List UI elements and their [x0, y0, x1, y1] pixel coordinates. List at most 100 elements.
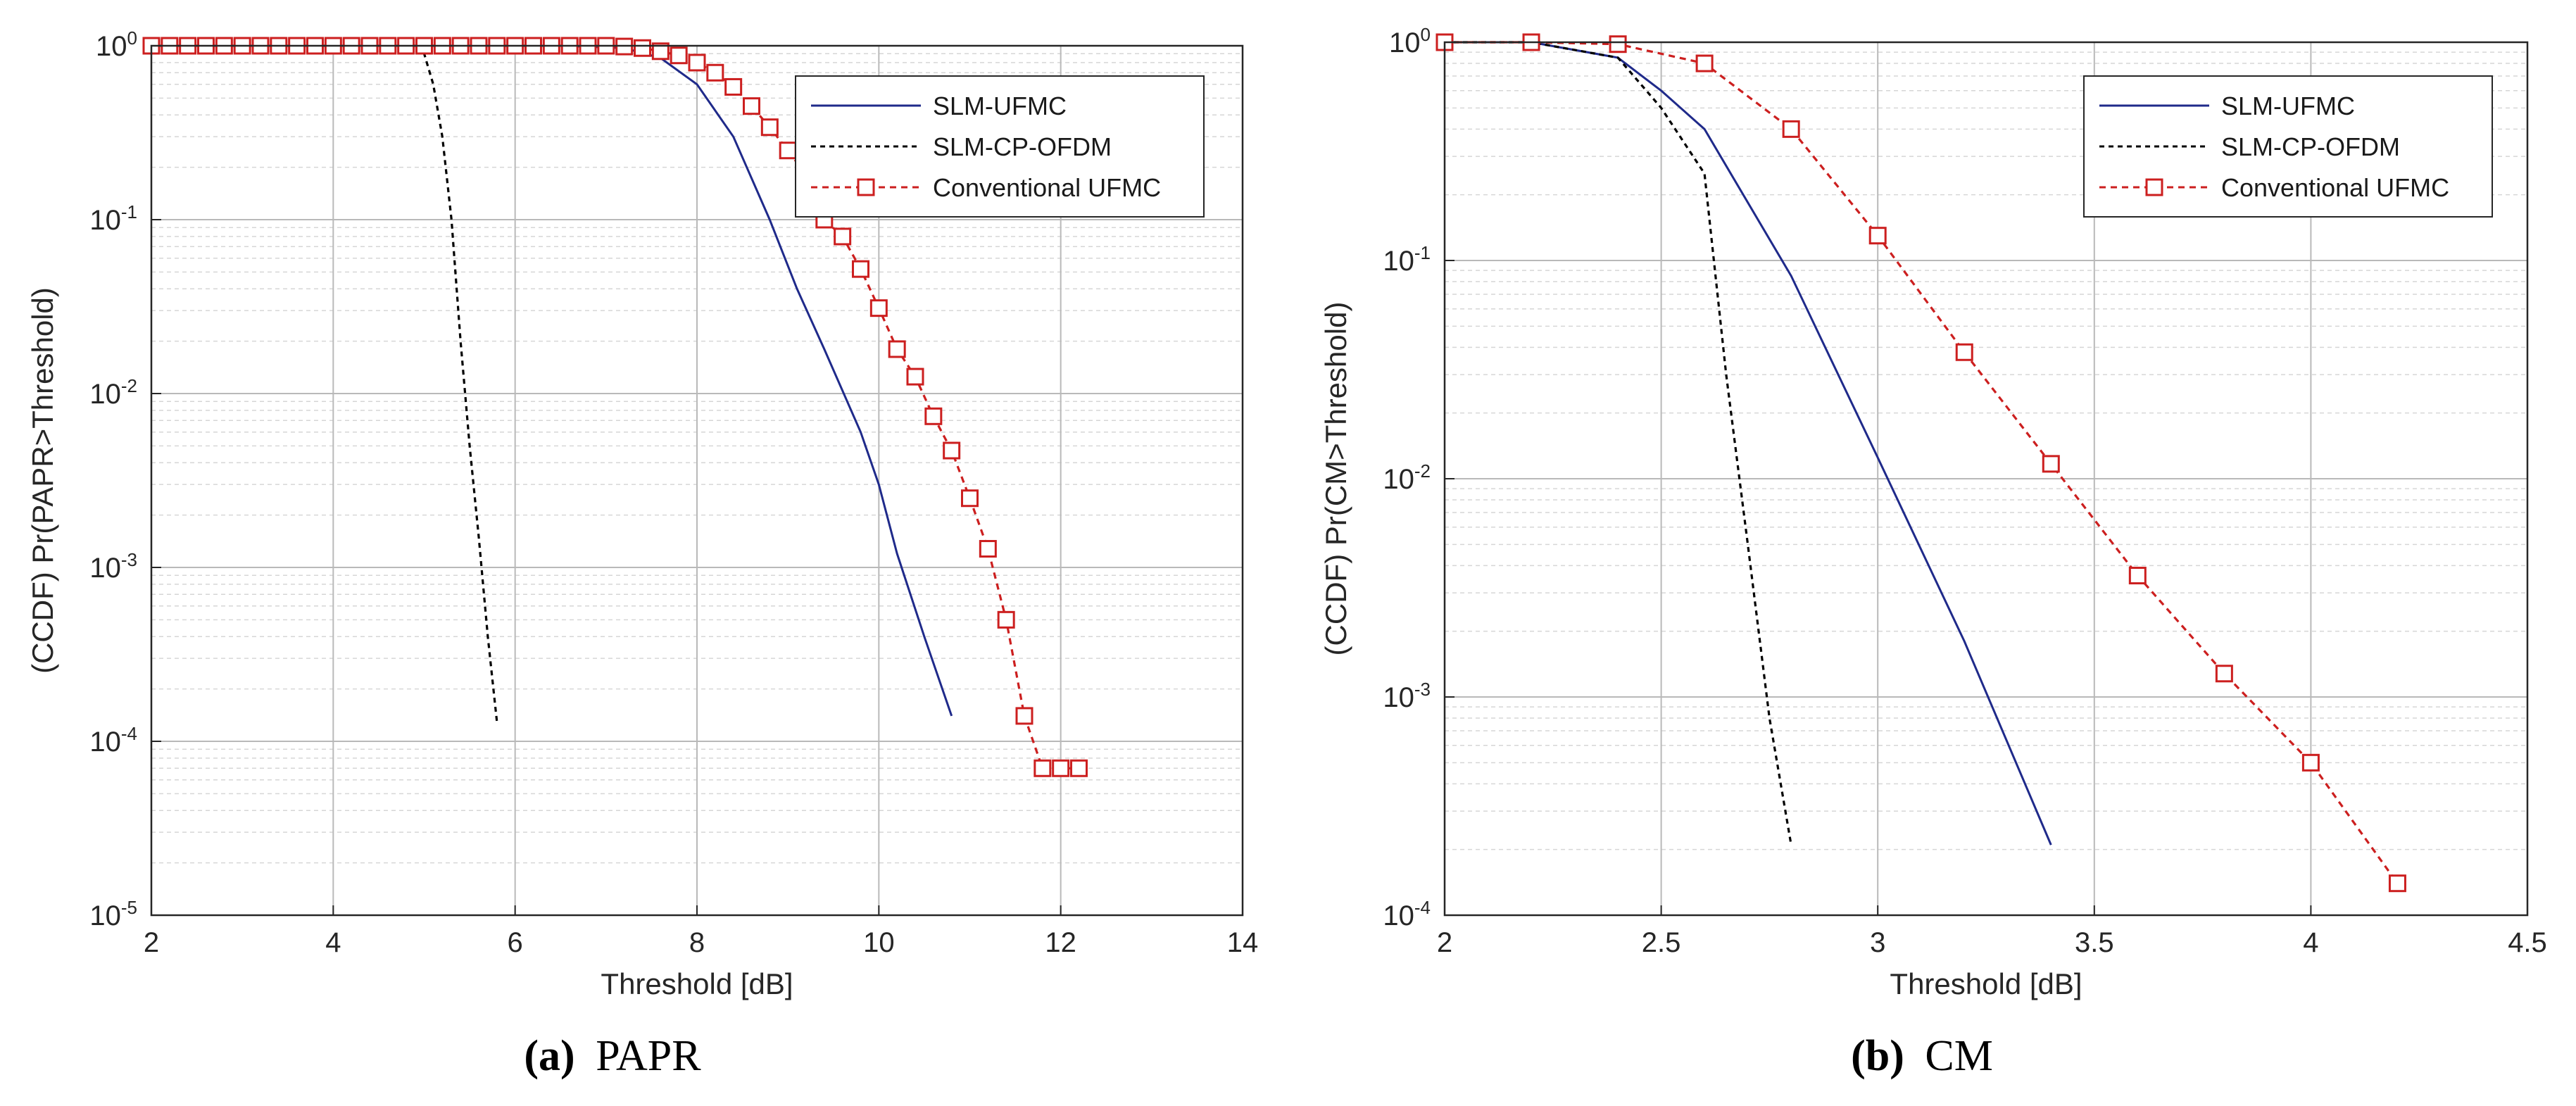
- y-tick-base: 10: [89, 205, 121, 236]
- y-tick-base: 10: [89, 553, 121, 584]
- caption-b-label: CM: [1925, 1032, 1992, 1080]
- x-tick-label: 4.5: [2508, 927, 2547, 958]
- data-point-marker: [834, 227, 852, 246]
- x-tick-label: 2.5: [1642, 927, 1681, 958]
- y-tick-label: 10-1: [89, 201, 137, 236]
- y-tick-exponent: -3: [1414, 679, 1431, 700]
- legend-label: SLM-CP-OFDM: [2221, 132, 2400, 161]
- data-point-marker: [688, 54, 706, 72]
- y-tick-base: 10: [89, 727, 121, 758]
- legend-label: SLM-UFMC: [2221, 92, 2355, 120]
- data-point-marker: [888, 340, 906, 358]
- legend-swatch-marker: [2145, 178, 2163, 196]
- data-point-marker: [1015, 707, 1033, 725]
- data-point-marker: [2042, 455, 2060, 473]
- data-point-marker: [1695, 54, 1714, 73]
- data-point-marker: [1609, 35, 1627, 54]
- data-point-marker: [2301, 753, 2320, 772]
- y-tick-label: 100: [1389, 24, 1431, 58]
- data-point-marker: [724, 77, 743, 96]
- caption-b: (b) CM: [1851, 1032, 1993, 1080]
- caption-a: (a) PAPR: [524, 1032, 701, 1080]
- x-axis-label: Threshold [dB]: [1890, 967, 2082, 1000]
- y-axis-label: (CCDF) Pr(CM>Threshold): [1319, 302, 1352, 656]
- caption-b-letter: (b): [1851, 1032, 1904, 1080]
- y-tick-label: 10-2: [1383, 460, 1431, 495]
- data-point-marker: [1052, 759, 1070, 777]
- caption-a-label: PAPR: [596, 1032, 701, 1080]
- data-point-marker: [2215, 665, 2233, 683]
- legend-label: Conventional UFMC: [933, 173, 1161, 202]
- x-tick-label: 3: [1870, 927, 1885, 958]
- chart-panel-papr: 2 4 6 8 10 12 1410010-110-210-310-410-5Thresho…: [26, 27, 1258, 1000]
- x-tick-label: 4: [325, 927, 341, 958]
- grid-lines: [151, 46, 1243, 916]
- y-tick-base: 10: [1383, 246, 1414, 277]
- data-point-marker: [670, 46, 688, 65]
- data-point-marker: [1782, 120, 1800, 138]
- data-point-marker: [743, 97, 760, 115]
- x-tick-label: 10: [863, 927, 895, 958]
- y-tick-label: 10-3: [89, 549, 137, 584]
- y-tick-base: 10: [1383, 464, 1414, 495]
- y-tick-base: 10: [89, 900, 121, 931]
- y-tick-exponent: -1: [1414, 242, 1431, 263]
- x-axis-label: Threshold [dB]: [601, 967, 793, 1000]
- x-tick-label: 14: [1227, 927, 1259, 958]
- y-tick-label: 100: [96, 27, 137, 62]
- y-tick-exponent: -1: [121, 201, 137, 222]
- caption-a-letter: (a): [524, 1032, 574, 1080]
- data-point-marker: [979, 540, 997, 558]
- y-tick-exponent: 0: [127, 27, 137, 49]
- data-point-marker: [997, 610, 1015, 629]
- x-tick-label: 2: [144, 927, 159, 958]
- data-point-marker: [924, 407, 943, 425]
- x-tick-label: 12: [1045, 927, 1076, 958]
- y-tick-exponent: -4: [1414, 897, 1431, 918]
- data-point-marker: [760, 118, 779, 137]
- y-tick-base: 10: [1383, 900, 1414, 931]
- y-tick-base: 10: [89, 379, 121, 410]
- series-line-slm-cp-ofdm: [1445, 41, 1792, 846]
- legend-swatch-marker: [857, 178, 875, 196]
- legend-label: SLM-CP-OFDM: [933, 132, 1112, 161]
- data-point-marker: [869, 299, 888, 318]
- y-tick-label: 10-3: [1383, 679, 1431, 713]
- data-point-marker: [906, 367, 924, 386]
- data-point-marker: [1033, 759, 1052, 777]
- y-tick-exponent: -2: [121, 375, 137, 396]
- data-point-marker: [943, 441, 961, 460]
- x-tick-label: 3.5: [2075, 927, 2114, 958]
- y-tick-base: 10: [96, 31, 127, 62]
- y-tick-label: 10-5: [89, 897, 137, 931]
- series-line-conventional-ufmc: [1445, 41, 2399, 884]
- x-tick-label: 8: [689, 927, 705, 958]
- chart-panel-cm: 2 2.5 3 3.5 4 4.510010-110-210-310-4Threshold…: [1319, 24, 2547, 1000]
- y-tick-base: 10: [1389, 27, 1421, 58]
- legend-label: Conventional UFMC: [2221, 173, 2449, 202]
- data-point-marker: [1955, 343, 1973, 361]
- y-tick-exponent: 0: [1421, 24, 1431, 45]
- y-axis-label: (CCDF) Pr(PAPR>Threshold): [26, 287, 59, 674]
- data-point-marker: [2388, 874, 2406, 893]
- data-point-marker: [706, 63, 724, 82]
- data-point-marker: [1868, 227, 1887, 245]
- data-point-marker: [2128, 567, 2147, 585]
- legend: SLM-UFMC SLM-CP-OFDM Conventional UFMC: [2083, 75, 2493, 218]
- y-tick-label: 10-4: [1383, 897, 1431, 931]
- y-tick-exponent: -4: [121, 723, 137, 744]
- legend: SLM-UFMC SLM-CP-OFDM Conventional UFMC: [795, 75, 1205, 218]
- y-tick-label: 10-4: [89, 723, 137, 758]
- data-point-marker: [634, 39, 651, 57]
- y-tick-exponent: -2: [1414, 460, 1431, 482]
- y-tick-label: 10-2: [89, 375, 137, 410]
- y-tick-exponent: -3: [121, 549, 137, 570]
- data-point-marker: [651, 42, 670, 61]
- y-tick-label: 10-1: [1383, 242, 1431, 277]
- data-point-marker: [779, 142, 797, 160]
- data-point-marker: [1070, 759, 1088, 777]
- x-tick-label: 4: [2303, 927, 2318, 958]
- legend-label: SLM-UFMC: [933, 92, 1067, 120]
- x-tick-label: 6: [508, 927, 523, 958]
